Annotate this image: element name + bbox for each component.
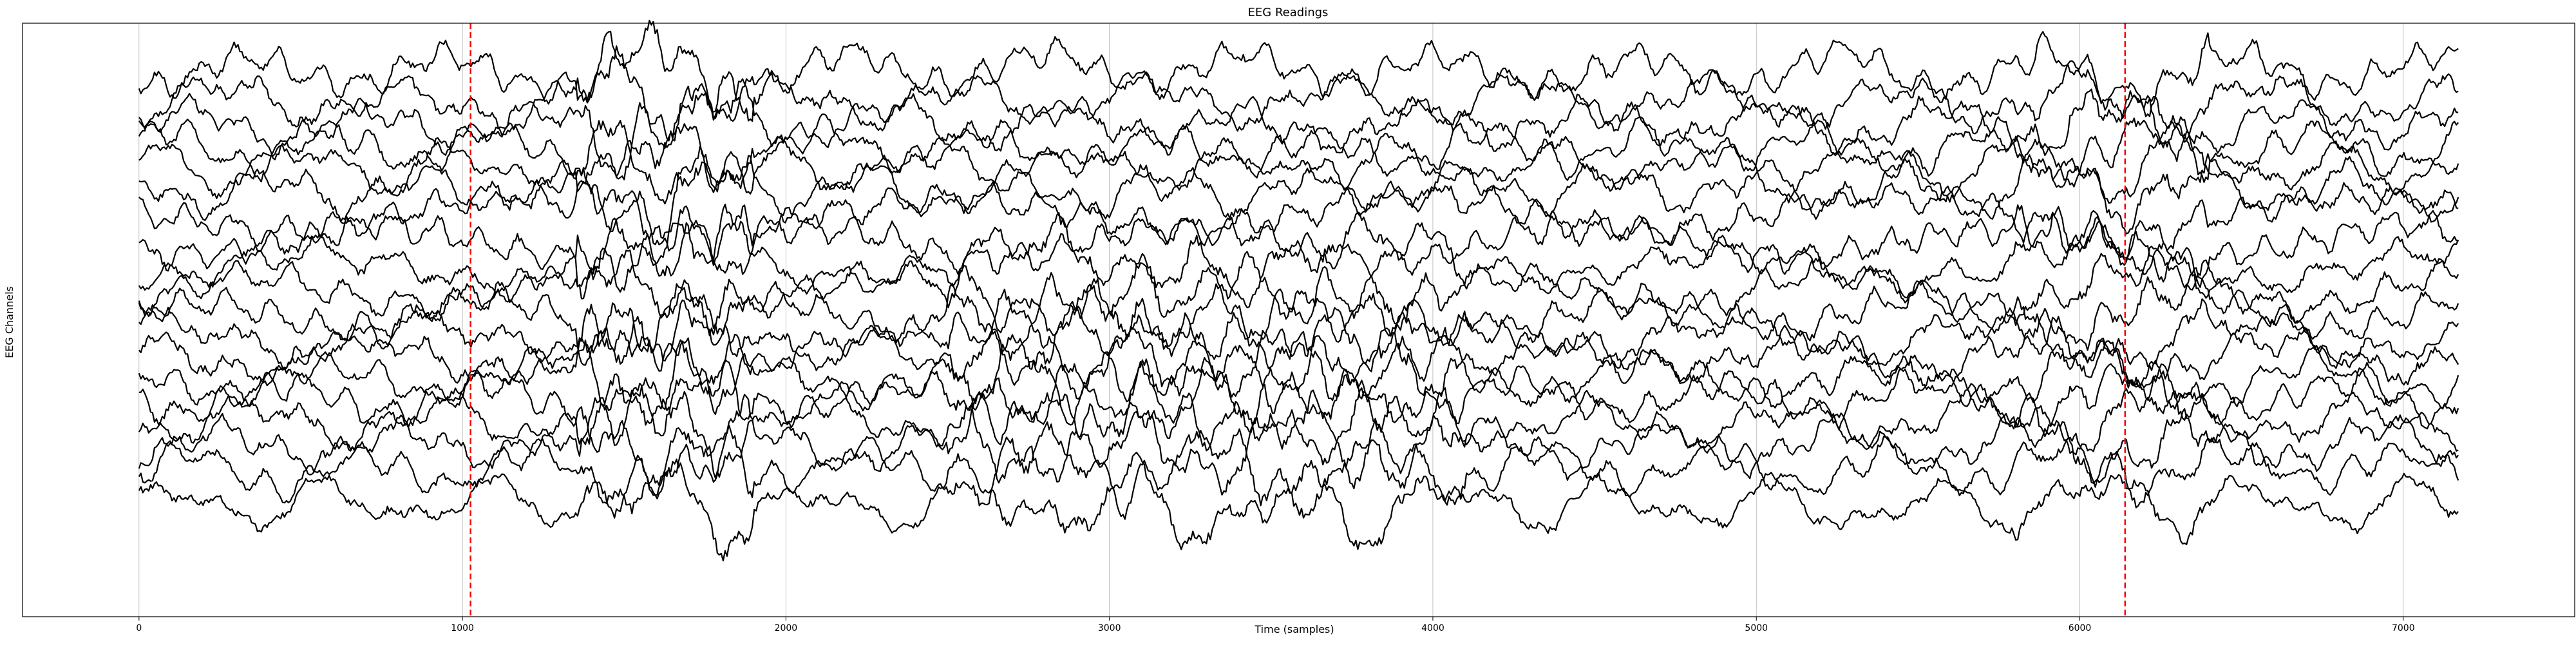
y-axis-label: EEG Channels	[3, 286, 15, 358]
grid-lines	[138, 23, 2404, 617]
eeg-channel-trace-4	[138, 102, 2459, 195]
x-axis-ticks: 0 1000 2000 3000 4000 5000 6000 7000	[136, 617, 2415, 633]
x-tick-label-4: 4000	[1421, 623, 1444, 633]
eeg-channel-trace-12	[138, 279, 2459, 389]
chart-title: EEG Readings	[1248, 6, 1329, 19]
x-tick-label-1: 1000	[451, 623, 474, 633]
eeg-channel-trace-5	[138, 115, 2459, 205]
eeg-channel-trace-17	[138, 389, 2459, 499]
eeg-channel-trace-2	[138, 45, 2459, 143]
eeg-channel-trace-14	[138, 328, 2459, 437]
eeg-channel-trace-11	[138, 266, 2459, 365]
x-tick-label-2: 2000	[775, 623, 798, 633]
eeg-channel-trace-9	[138, 211, 2459, 318]
eeg-channel-trace-1	[138, 19, 2459, 122]
eeg-channel-trace-6	[138, 146, 2459, 240]
eeg-channel-trace-10	[138, 234, 2459, 346]
eeg-traces	[138, 19, 2459, 562]
eeg-channel-trace-15	[138, 339, 2459, 452]
x-tick-label-7: 7000	[2392, 623, 2415, 633]
x-tick-label-0: 0	[136, 623, 142, 633]
x-tick-label-6: 6000	[2069, 623, 2092, 633]
eeg-channel-trace-16	[138, 369, 2459, 479]
eeg-channel-trace-8	[138, 204, 2459, 300]
eeg-channel-trace-13	[138, 302, 2459, 416]
eeg-channel-trace-18	[138, 418, 2459, 520]
eeg-channel-trace-19	[138, 451, 2459, 562]
x-tick-label-3: 3000	[1098, 623, 1121, 633]
x-tick-label-5: 5000	[1745, 623, 1768, 633]
x-axis-label: Time (samples)	[1254, 623, 1334, 635]
plot-frame	[22, 23, 2575, 617]
eeg-channel-trace-3	[138, 78, 2459, 178]
